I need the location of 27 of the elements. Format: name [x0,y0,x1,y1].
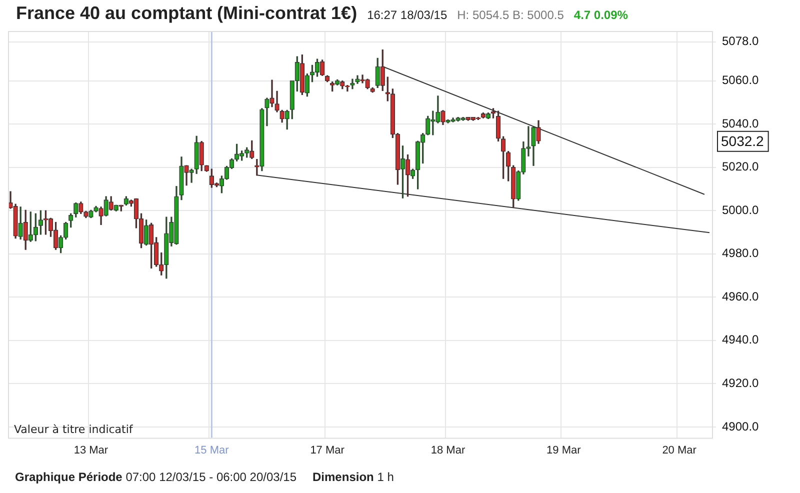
x-tick-label: 17 Mar [310,444,345,456]
y-tick-label: 4980.0 [722,246,760,260]
y-tick-label: 5020.0 [722,160,760,174]
candlestick [270,80,274,108]
y-tick-label: 4920.0 [722,376,760,390]
x-tick-label: 15 Mar [194,444,230,456]
y-tick-label: 5040.0 [722,116,760,130]
x-tick-label: 13 Mar [74,444,108,456]
text: 4.7 0.09% [574,8,628,22]
y-tick-label: 5078.0 [722,34,760,48]
text: 5032.2 [721,132,764,149]
text: H: 5054.5 B: 5000.5 [457,8,564,22]
x-tick-label: 18 Mar [430,444,466,456]
x-tick-label: 19 Mar [546,444,582,456]
x-tick-label: 20 Mar [662,444,697,456]
y-tick-label: 4960.0 [722,289,760,304]
text: Graphique Période 07:00 12/03/15 - 06:00 20/03/15 [15,470,297,484]
chart-title: France 40 au comptant (Mini-contrat 1€) [16,3,358,23]
text: Dimension 1 h [312,470,394,484]
y-tick-label: 5000.0 [722,202,760,217]
y-tick-label: 5060.0 [722,73,760,88]
annotation: Valeur à titre indicatif [14,423,133,436]
candlestick [189,168,194,183]
y-tick-label: 4940.0 [722,332,760,347]
y-tick-label: 4900.0 [722,419,760,434]
candlestick [350,78,355,90]
chart-subtitle: 16:27 18/03/15 [367,8,448,22]
